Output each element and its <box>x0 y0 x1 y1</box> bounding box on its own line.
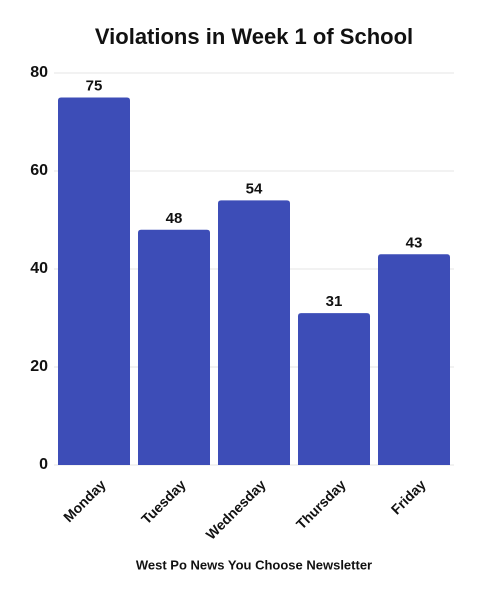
y-tick-label: 60 <box>30 162 48 179</box>
y-tick-label: 80 <box>30 64 48 81</box>
bar <box>58 97 130 465</box>
data-label: 48 <box>166 210 183 227</box>
data-label: 75 <box>86 77 103 94</box>
data-label: 54 <box>246 180 263 197</box>
x-tick-label: Monday <box>60 476 109 525</box>
y-tick-label: 0 <box>39 456 48 473</box>
y-tick-label: 20 <box>30 358 48 375</box>
y-tick-label: 40 <box>30 260 48 277</box>
bar <box>378 254 450 465</box>
x-tick-label: Tuesday <box>138 476 189 527</box>
bar <box>298 313 370 465</box>
x-tick-label: Friday <box>388 476 429 517</box>
bar <box>138 229 210 465</box>
x-tick-label: Wednesday <box>203 476 269 542</box>
x-tick-label: Thursday <box>293 476 349 532</box>
data-label: 43 <box>406 234 423 251</box>
bar <box>218 200 290 465</box>
data-label: 31 <box>326 293 343 310</box>
x-axis-label: West Po News You Choose Newsletter <box>136 557 372 572</box>
chart-title: Violations in Week 1 of School <box>95 24 413 49</box>
